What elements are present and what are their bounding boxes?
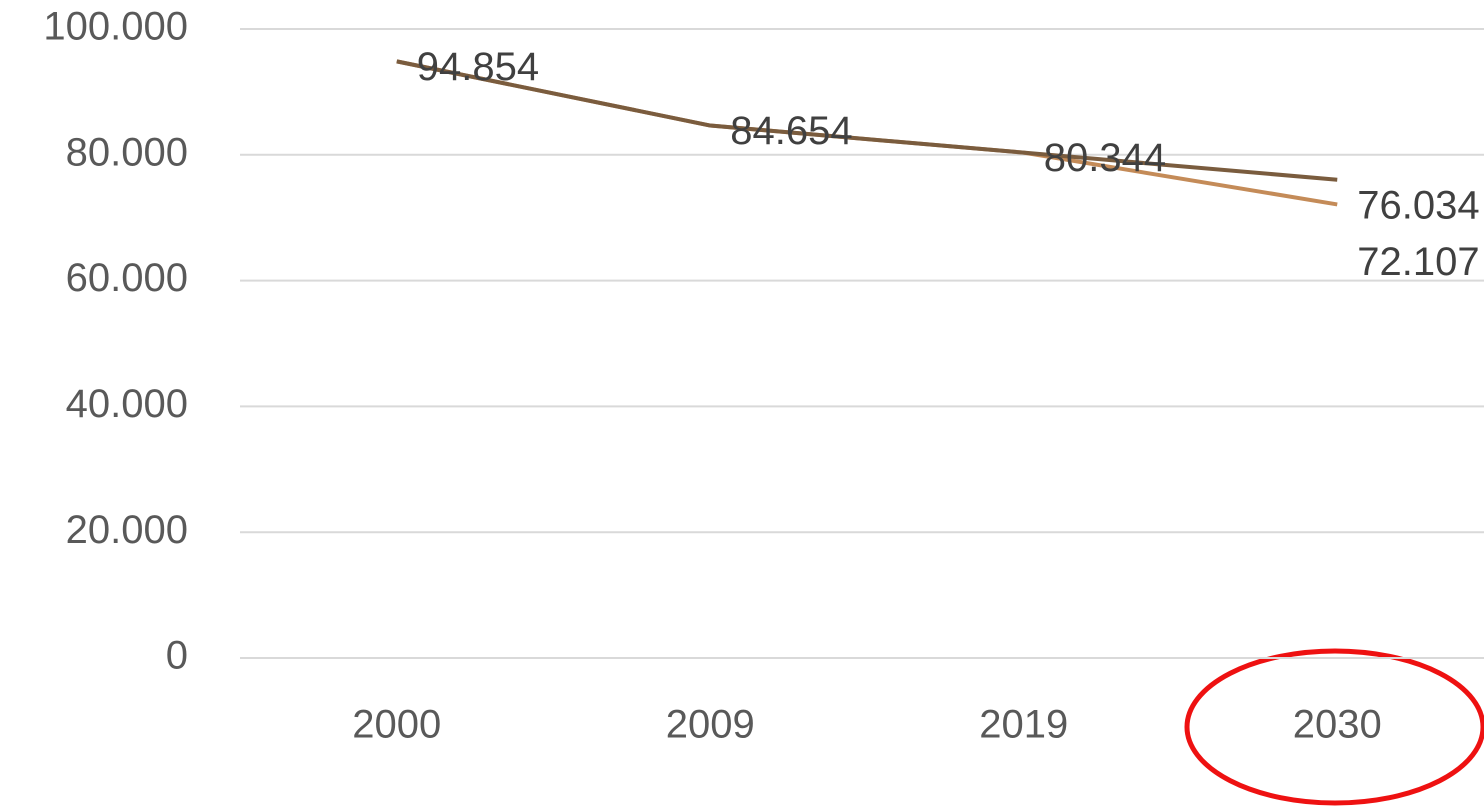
highlight-ellipse xyxy=(1184,648,1484,806)
data-label: 76.034 xyxy=(1357,183,1479,227)
data-label: 72.107 xyxy=(1357,240,1479,284)
data-label: 80.344 xyxy=(1044,136,1166,180)
x-tick-label: 2019 xyxy=(979,703,1068,747)
y-tick-label: 0 xyxy=(166,634,188,678)
y-tick-label: 40.000 xyxy=(66,382,188,426)
y-tick-label: 60.000 xyxy=(66,256,188,300)
series-line xyxy=(396,59,1338,182)
y-tick-label: 80.000 xyxy=(66,130,188,174)
x-tick-label: 2030 xyxy=(1293,703,1382,747)
data-label: 84.654 xyxy=(730,109,852,153)
x-tick-label: 2009 xyxy=(666,703,755,747)
y-tick-label: 20.000 xyxy=(66,508,188,552)
y-tick-label: 100.000 xyxy=(43,5,188,49)
x-tick-label: 2000 xyxy=(352,703,441,747)
data-label: 94.854 xyxy=(417,45,539,89)
